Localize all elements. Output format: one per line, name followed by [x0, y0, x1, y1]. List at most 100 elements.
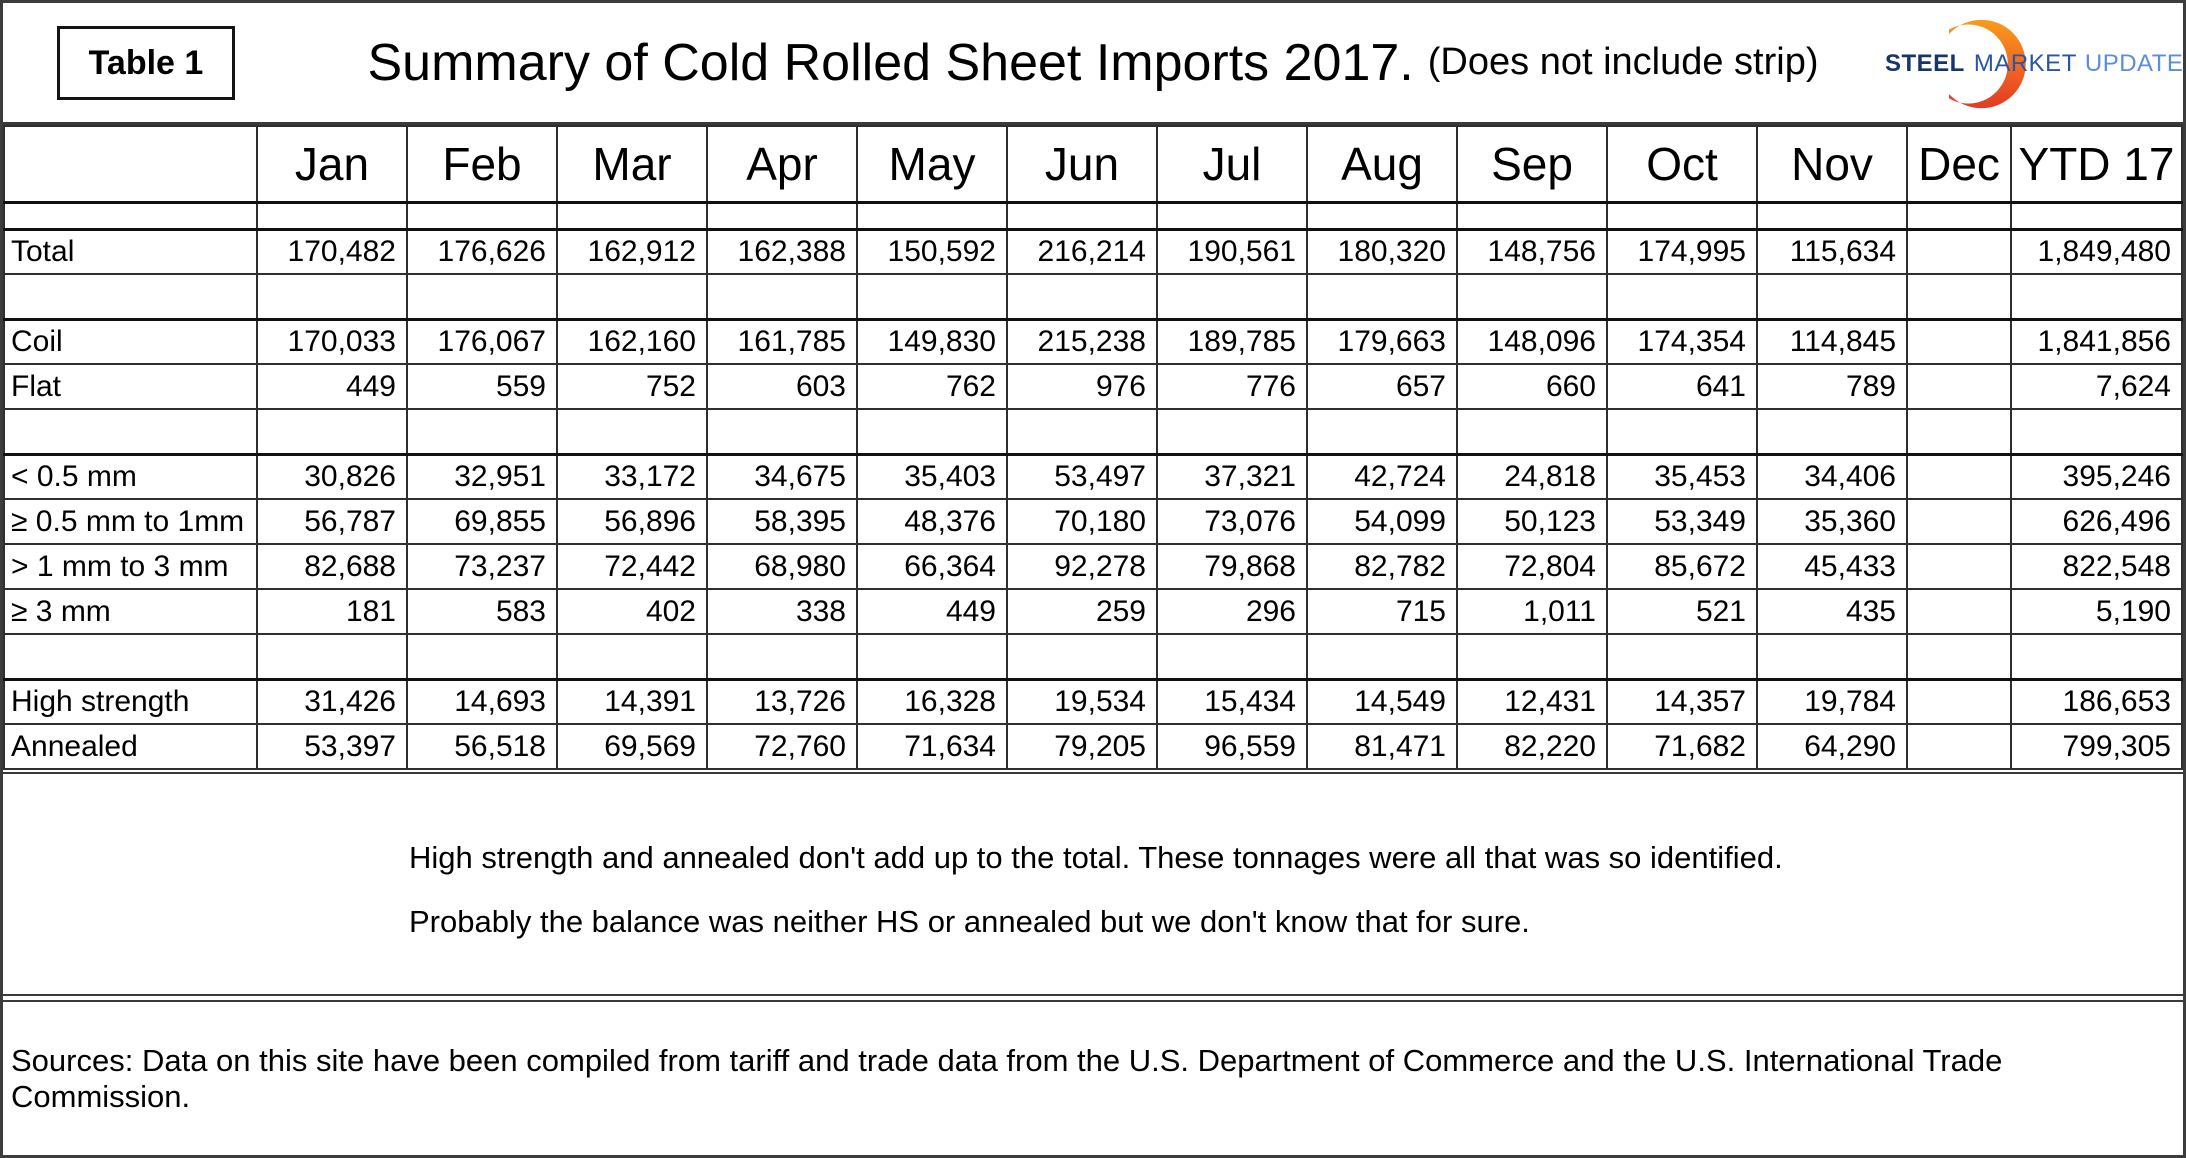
cell-coil-oct: 174,354: [1606, 317, 1758, 365]
spacer-cell: [2010, 408, 2183, 455]
column-header-jan: Jan: [256, 125, 408, 204]
cell-annealed-jul: 96,559: [1156, 723, 1308, 770]
spacer-cell: [706, 273, 858, 320]
spacer-cell: [856, 408, 1008, 455]
table-row-high-strength: High strength 31,426 14,693 14,391 13,726 16,…: [3, 677, 2183, 725]
cell-3-mm-feb: 583: [406, 588, 558, 635]
imports-table: Jan Feb Mar Apr May Jun Jul Aug Sep Oct Nov Dec YTD …: [3, 125, 2183, 770]
cell-0-5-mm-to-1mm-oct: 53,349: [1606, 498, 1758, 545]
spacer-cell: [1306, 201, 1458, 230]
cell-0-5-mm-may: 35,403: [856, 452, 1008, 500]
cell-coil-jul: 189,785: [1156, 317, 1308, 365]
table-body: Total 170,482 176,626 162,912 162,388 150,592…: [3, 201, 2183, 770]
title-band: Table 1 Summary of Cold Rolled Sheet Imp…: [3, 3, 2183, 125]
cell-3-mm-jul: 296: [1156, 588, 1308, 635]
cell-coil-jan: 170,033: [256, 317, 408, 365]
cell-high-strength-jun: 19,534: [1006, 677, 1158, 725]
spacer-cell: [556, 201, 708, 230]
cell-coil-aug: 179,663: [1306, 317, 1458, 365]
table-row-0-5-mm: < 0.5 mm 30,826 32,951 33,172 34,675 35,403 53…: [3, 452, 2183, 500]
spacer-cell: [1306, 633, 1458, 680]
spacer-cell: [1156, 408, 1308, 455]
cell-high-strength-mar: 14,391: [556, 677, 708, 725]
row-label-annealed: Annealed: [3, 723, 258, 770]
cell-flat-oct: 641: [1606, 363, 1758, 410]
spacer-cell: [1456, 201, 1608, 230]
cell-1-mm-to-3-mm-jan: 82,688: [256, 543, 408, 590]
cell-1-mm-to-3-mm-ytd-17: 822,548: [2010, 543, 2183, 590]
cell-high-strength-may: 16,328: [856, 677, 1008, 725]
spacer-cell: [1006, 201, 1158, 230]
cell-0-5-mm-to-1mm-may: 48,376: [856, 498, 1008, 545]
cell-high-strength-sep: 12,431: [1456, 677, 1608, 725]
note-line-2: Probably the balance was neither HS or a…: [409, 904, 1530, 939]
cell-annealed-jun: 79,205: [1006, 723, 1158, 770]
cell-3-mm-dec: [1906, 588, 2012, 635]
spacer-cell: [256, 273, 408, 320]
table-row-annealed: Annealed 53,397 56,518 69,569 72,760 71,634 79…: [3, 723, 2183, 770]
logo-text: STEEL MARKET UPDATE: [1885, 50, 2183, 78]
cell-1-mm-to-3-mm-oct: 85,672: [1606, 543, 1758, 590]
row-label-high-strength: High strength: [3, 677, 258, 725]
row-label-0-5-mm: < 0.5 mm: [3, 452, 258, 500]
cell-0-5-mm-to-1mm-ytd-17: 626,496: [2010, 498, 2183, 545]
cell-1-mm-to-3-mm-dec: [1906, 543, 2012, 590]
cell-total-mar: 162,912: [556, 227, 708, 275]
cell-3-mm-jun: 259: [1006, 588, 1158, 635]
table-row-flat: Flat 449 559 752 603 762 976 776 657 660 641 789 7,6…: [3, 363, 2183, 410]
cell-coil-sep: 148,096: [1456, 317, 1608, 365]
spacer-row: [3, 201, 2183, 230]
cell-total-sep: 148,756: [1456, 227, 1608, 275]
cell-annealed-feb: 56,518: [406, 723, 558, 770]
column-header-nov: Nov: [1756, 125, 1908, 204]
steel-market-update-logo: STEEL MARKET UPDATE: [1885, 15, 2183, 113]
crescent-icon: [1949, 19, 2026, 109]
spacer-cell: [256, 201, 408, 230]
spacer-cell: [406, 273, 558, 320]
column-header-oct: Oct: [1606, 125, 1758, 204]
spacer-cell: [1006, 273, 1158, 320]
cell-1-mm-to-3-mm-sep: 72,804: [1456, 543, 1608, 590]
spacer-cell: [856, 273, 1008, 320]
cell-3-mm-sep: 1,011: [1456, 588, 1608, 635]
cell-flat-may: 762: [856, 363, 1008, 410]
cell-0-5-mm-to-1mm-dec: [1906, 498, 2012, 545]
cell-total-may: 150,592: [856, 227, 1008, 275]
spacer-cell: [1006, 633, 1158, 680]
cell-annealed-mar: 69,569: [556, 723, 708, 770]
cell-total-ytd-17: 1,849,480: [2010, 227, 2183, 275]
table-row-0-5-mm-to-1mm: ≥ 0.5 mm to 1mm 56,787 69,855 56,896 58,395 4…: [3, 498, 2183, 545]
cell-0-5-mm-apr: 34,675: [706, 452, 858, 500]
spacer-cell: [706, 408, 858, 455]
cell-coil-feb: 176,067: [406, 317, 558, 365]
spacer-cell: [1606, 201, 1758, 230]
cell-flat-feb: 559: [406, 363, 558, 410]
cell-flat-ytd-17: 7,624: [2010, 363, 2183, 410]
cell-0-5-mm-ytd-17: 395,246: [2010, 452, 2183, 500]
cell-0-5-mm-jul: 37,321: [1156, 452, 1308, 500]
cell-high-strength-jul: 15,434: [1156, 677, 1308, 725]
cell-3-mm-may: 449: [856, 588, 1008, 635]
page-title: Summary of Cold Rolled Sheet Imports 201…: [3, 3, 2183, 122]
cell-annealed-sep: 82,220: [1456, 723, 1608, 770]
header-row: Jan Feb Mar Apr May Jun Jul Aug Sep Oct Nov Dec YTD …: [3, 125, 2183, 204]
spacer-cell: [256, 633, 408, 680]
cell-1-mm-to-3-mm-jul: 79,868: [1156, 543, 1308, 590]
cell-1-mm-to-3-mm-mar: 72,442: [556, 543, 708, 590]
spacer-cell: [406, 201, 558, 230]
spacer-cell: [1606, 633, 1758, 680]
column-header-jul: Jul: [1156, 125, 1308, 204]
column-header-feb: Feb: [406, 125, 558, 204]
cell-total-dec: [1906, 227, 2012, 275]
logo-word-steel: STEEL: [1885, 50, 1965, 77]
cell-annealed-may: 71,634: [856, 723, 1008, 770]
spacer-cell: [856, 201, 1008, 230]
spacer-cell: [1306, 408, 1458, 455]
cell-3-mm-apr: 338: [706, 588, 858, 635]
spacer-cell: [406, 408, 558, 455]
row-label-1-mm-to-3-mm: > 1 mm to 3 mm: [3, 543, 258, 590]
spacer-cell: [1906, 408, 2012, 455]
spacer-cell: [706, 633, 858, 680]
cell-total-apr: 162,388: [706, 227, 858, 275]
